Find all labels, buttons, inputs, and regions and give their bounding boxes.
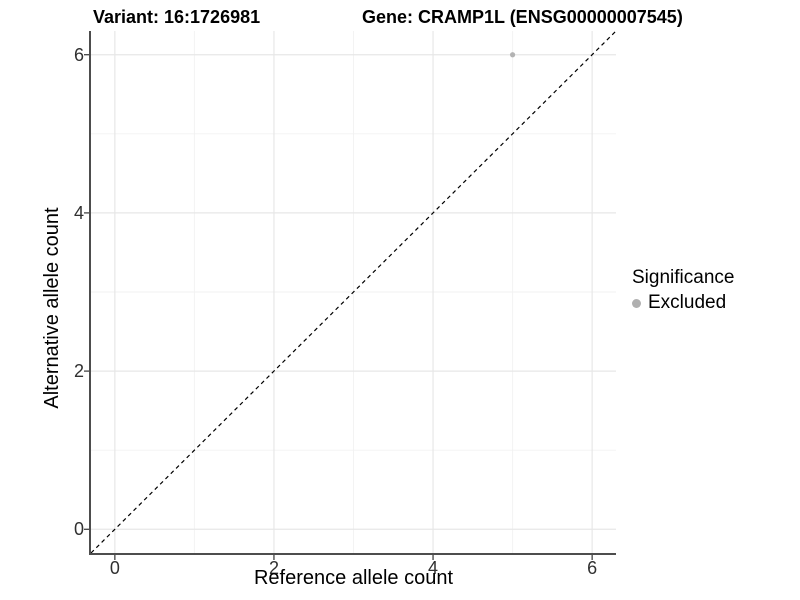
legend-point-icon xyxy=(632,298,641,308)
plot-title-gene: Gene: CRAMP1L (ENSG00000007545) xyxy=(362,7,683,27)
x-tick-label: 0 xyxy=(109,558,120,578)
data-point xyxy=(509,52,516,58)
y-tick-label: 6 xyxy=(73,44,84,65)
identity-dashed-line xyxy=(90,31,617,554)
y-axis-title: Alternative allele count xyxy=(41,207,63,409)
legend-item-excluded: Excluded xyxy=(632,292,734,314)
plot-title-variant: Variant: 16:1726981 xyxy=(93,7,261,27)
x-axis-title: Reference allele count xyxy=(253,567,453,589)
legend-item-label: Excluded xyxy=(648,292,727,313)
plot-panel xyxy=(84,31,617,560)
y-tick-label: 0 xyxy=(73,519,84,540)
x-tick-label: 2 xyxy=(268,558,279,578)
x-tick-label: 6 xyxy=(587,558,598,578)
y-tick-label: 4 xyxy=(73,202,84,223)
legend: Significance Excluded xyxy=(632,266,734,314)
legend-title: Significance xyxy=(632,267,735,288)
x-tick-label: 4 xyxy=(428,558,439,578)
y-tick-label: 2 xyxy=(73,361,84,382)
